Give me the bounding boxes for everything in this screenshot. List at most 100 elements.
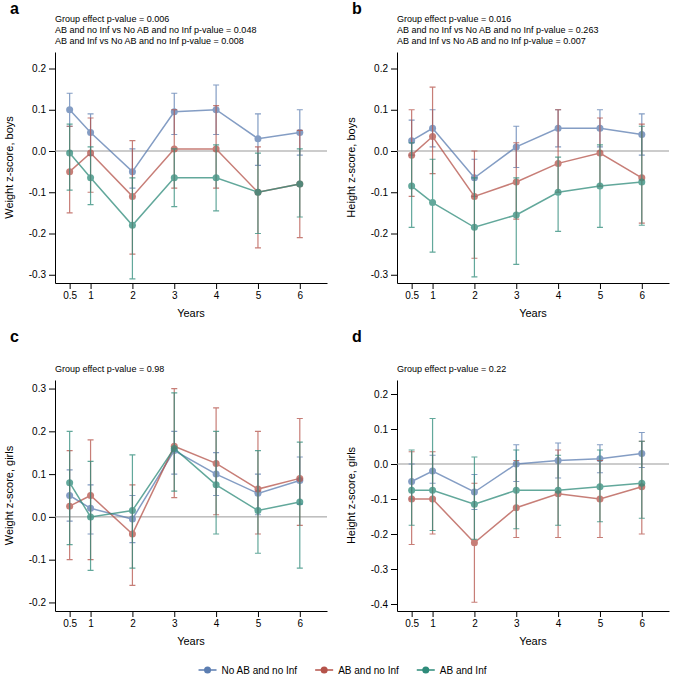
y-tick-mark (49, 151, 55, 152)
error-bar (430, 159, 436, 252)
panel: 0.5123456-0.2-0.10.00.10.20.3YearsWeight… (3, 328, 328, 647)
series-line (70, 149, 300, 196)
x-tick-label: 3 (172, 290, 178, 301)
marker (129, 222, 136, 229)
error-bar (213, 145, 219, 211)
y-tick-label: -0.2 (29, 597, 47, 608)
error-bar (471, 483, 477, 602)
error-bar (255, 451, 261, 554)
y-tick-mark (49, 192, 55, 193)
x-tick-mark (412, 611, 413, 617)
y-tick-label: -0.2 (371, 228, 389, 239)
error-bar (88, 147, 94, 205)
x-axis: 0.5123456 (398, 611, 670, 629)
y-tick-label: -0.4 (371, 599, 389, 610)
x-tick-label: 0.5 (63, 618, 77, 629)
x-tick-label: 2 (472, 618, 478, 629)
x-axis: 0.5123456 (56, 611, 328, 629)
error-bar (555, 455, 561, 525)
x-tick-label: 2 (472, 290, 478, 301)
panel: 0.5123456-0.4-0.3-0.2-0.10.00.10.2YearsH… (345, 328, 670, 647)
error-bar (129, 178, 135, 279)
series-line (70, 448, 300, 516)
error-bar (67, 93, 73, 126)
x-tick: 2 (472, 283, 478, 301)
legend-item: AB and Inf (417, 665, 487, 676)
x-tick-mark (216, 611, 217, 617)
x-tick: 6 (640, 611, 646, 629)
y-tick-mark (391, 499, 397, 500)
marker (296, 181, 303, 188)
x-tick: 6 (298, 611, 304, 629)
series-line (70, 153, 300, 225)
reference-line (397, 464, 669, 465)
y-tick-label: -0.1 (371, 494, 389, 505)
x-tick-mark (558, 611, 559, 617)
x-tick-mark (70, 611, 71, 617)
y-tick-label: 0.2 (32, 63, 46, 74)
marker (471, 501, 478, 508)
x-axis-line (398, 611, 670, 612)
x-tick-mark (132, 283, 133, 289)
y-tick: -0.2 (29, 228, 55, 239)
annotation: Group effect p-value = 0.98 (55, 364, 164, 374)
annotation: Group effect p-value = 0.016AB and no In… (397, 14, 598, 46)
series (66, 124, 303, 279)
y-axis: -0.3-0.2-0.10.00.10.2 (29, 53, 56, 284)
x-tick-mark (174, 283, 175, 289)
annotation: Group effect p-value = 0.006AB and no In… (55, 14, 256, 46)
y-tick-mark (391, 234, 397, 235)
series (408, 87, 645, 258)
y-tick-mark (391, 429, 397, 430)
y-tick-label: -0.2 (29, 228, 47, 239)
x-tick-mark (91, 283, 92, 289)
annotation-line: Group effect p-value = 0.006 (55, 14, 169, 24)
error-bar (88, 461, 94, 570)
y-tick-label: 0.2 (374, 63, 388, 74)
x-tick-mark (70, 283, 71, 289)
x-tick-label: 2 (130, 618, 136, 629)
panel-title: a (10, 0, 19, 17)
error-bar (129, 455, 135, 568)
y-tick-mark (49, 602, 55, 603)
y-tick-label: 0.1 (374, 424, 388, 435)
marker (66, 106, 73, 113)
x-tick: 6 (298, 283, 304, 301)
panel-title: d (352, 328, 362, 345)
y-axis-line (397, 381, 398, 612)
x-tick-mark (558, 283, 559, 289)
x-tick: 0.5 (63, 283, 77, 301)
series-line (412, 137, 642, 197)
y-tick-mark (49, 110, 55, 111)
x-tick: 3 (172, 611, 178, 629)
x-tick-mark (174, 611, 175, 617)
error-bar (555, 450, 561, 538)
x-tick-label: 4 (556, 618, 562, 629)
error-bar (513, 450, 519, 529)
y-tick-mark (391, 604, 397, 605)
error-bar (639, 441, 645, 534)
y-tick: -0.1 (371, 494, 397, 505)
x-tick: 1 (430, 283, 436, 301)
marker (254, 507, 261, 514)
error-bar (171, 389, 177, 498)
x-tick-mark (433, 611, 434, 617)
y-tick-label: -0.3 (371, 269, 389, 280)
x-tick-label: 5 (598, 618, 604, 629)
x-tick: 5 (598, 611, 604, 629)
figure: 0.5123456-0.3-0.2-0.10.00.10.2YearsWeigh… (0, 0, 685, 686)
y-tick: 0.3 (32, 383, 55, 394)
y-axis-title: Height z-score, girls (345, 446, 357, 544)
legend-label: AB and Inf (440, 665, 487, 676)
legend-swatch-marker (422, 667, 429, 674)
y-tick-mark (391, 69, 397, 70)
y-tick-mark (391, 275, 397, 276)
x-tick: 2 (130, 611, 136, 629)
y-tick: -0.1 (29, 554, 55, 565)
y-tick-label: 0.0 (374, 459, 388, 470)
x-tick-label: 1 (430, 618, 436, 629)
reference-line (55, 151, 327, 152)
x-tick-label: 6 (640, 618, 646, 629)
y-axis-title: Height z-score, boys (345, 117, 357, 218)
x-tick-label: 1 (88, 290, 94, 301)
